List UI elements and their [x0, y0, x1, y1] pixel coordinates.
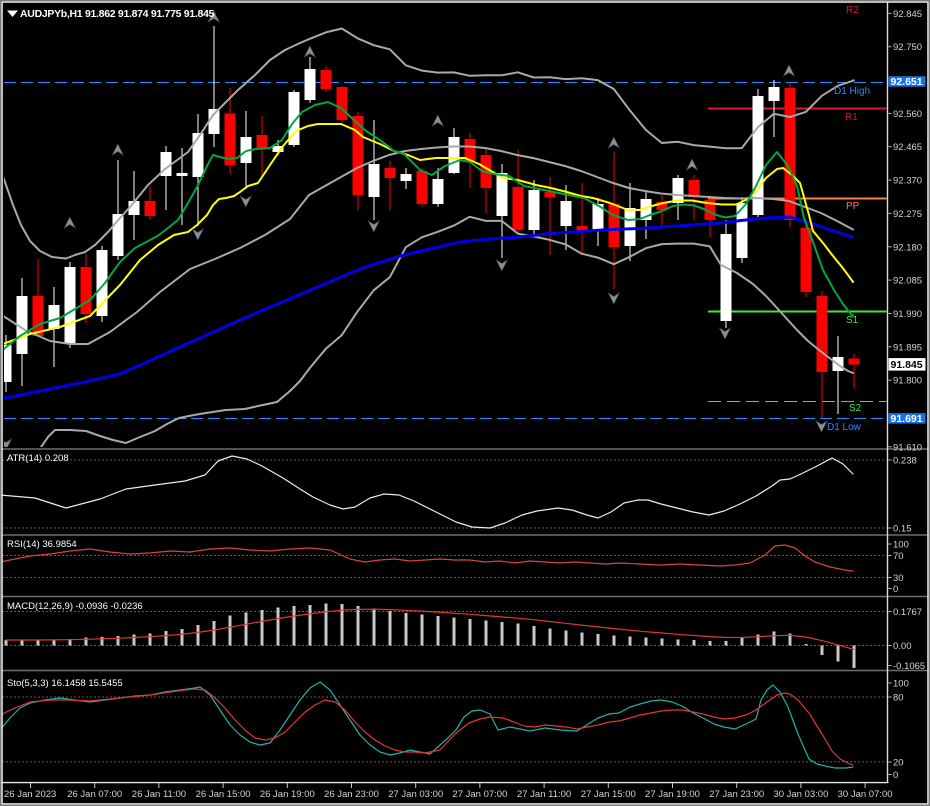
svg-text:R1: R1 [845, 112, 858, 123]
svg-text:PP: PP [846, 201, 860, 212]
svg-text:S2: S2 [849, 403, 862, 414]
svg-text:0.238: 0.238 [893, 456, 917, 467]
svg-text:91.691: 91.691 [891, 413, 923, 425]
svg-text:0.15: 0.15 [893, 524, 912, 535]
svg-text:26 Jan 2023: 26 Jan 2023 [4, 789, 56, 800]
svg-text:0: 0 [893, 770, 898, 781]
svg-text:92.845: 92.845 [893, 9, 922, 20]
svg-text:30: 30 [893, 573, 904, 584]
svg-text:20: 20 [893, 758, 904, 769]
svg-text:D1 High: D1 High [834, 86, 870, 97]
svg-text:80: 80 [893, 693, 904, 704]
svg-text:Sto(5,3,3) 16.1458 15.5455: Sto(5,3,3) 16.1458 15.5455 [7, 678, 123, 689]
svg-text:27 Jan 11:00: 27 Jan 11:00 [517, 789, 571, 800]
svg-text:100: 100 [893, 540, 909, 551]
svg-text:30 Jan 07:00: 30 Jan 07:00 [838, 789, 893, 800]
svg-text:26 Jan 11:00: 26 Jan 11:00 [132, 789, 186, 800]
svg-text:R2: R2 [846, 5, 859, 16]
svg-text:27 Jan 07:00: 27 Jan 07:00 [452, 789, 507, 800]
svg-text:92.275: 92.275 [893, 209, 922, 220]
svg-text:92.750: 92.750 [893, 42, 922, 53]
svg-text:92.560: 92.560 [893, 109, 922, 120]
svg-text:27 Jan 03:00: 27 Jan 03:00 [388, 789, 443, 800]
svg-text:92.651: 92.651 [891, 76, 923, 88]
svg-text:-0.1065: -0.1065 [893, 661, 925, 672]
svg-text:92.465: 92.465 [893, 142, 922, 153]
svg-text:AUDJPYb,H1 91.862 91.874 91.7: AUDJPYb,H1 91.862 91.874 91.775 91.845 [20, 8, 215, 20]
svg-text:0.1767: 0.1767 [893, 607, 922, 618]
svg-text:91.610: 91.610 [893, 442, 922, 453]
svg-text:27 Jan 19:00: 27 Jan 19:00 [645, 789, 700, 800]
svg-text:0: 0 [893, 584, 898, 595]
svg-text:26 Jan 15:00: 26 Jan 15:00 [196, 789, 251, 800]
svg-text:MACD(12,26,9) -0.0936 -0.0236: MACD(12,26,9) -0.0936 -0.0236 [7, 601, 143, 612]
svg-text:91.895: 91.895 [893, 342, 922, 353]
svg-text:91.990: 91.990 [893, 309, 922, 320]
svg-text:S1: S1 [846, 315, 859, 326]
svg-text:30 Jan 03:00: 30 Jan 03:00 [773, 789, 828, 800]
svg-text:92.370: 92.370 [893, 176, 922, 187]
svg-text:91.845: 91.845 [891, 359, 923, 371]
svg-text:100: 100 [893, 679, 909, 690]
svg-text:27 Jan 23:00: 27 Jan 23:00 [709, 789, 764, 800]
svg-text:0.00: 0.00 [893, 641, 912, 652]
svg-text:26 Jan 19:00: 26 Jan 19:00 [260, 789, 315, 800]
svg-text:92.085: 92.085 [893, 276, 922, 287]
svg-text:92.180: 92.180 [893, 242, 922, 253]
svg-text:70: 70 [893, 551, 904, 562]
svg-text:27 Jan 15:00: 27 Jan 15:00 [581, 789, 636, 800]
svg-text:RSI(14) 36.9854: RSI(14) 36.9854 [7, 539, 77, 550]
svg-text:ATR(14) 0.208: ATR(14) 0.208 [7, 453, 69, 464]
svg-text:26 Jan 23:00: 26 Jan 23:00 [324, 789, 379, 800]
svg-text:D1 Low: D1 Low [827, 422, 862, 433]
svg-text:91.800: 91.800 [893, 376, 922, 387]
svg-text:26 Jan 07:00: 26 Jan 07:00 [67, 789, 122, 800]
